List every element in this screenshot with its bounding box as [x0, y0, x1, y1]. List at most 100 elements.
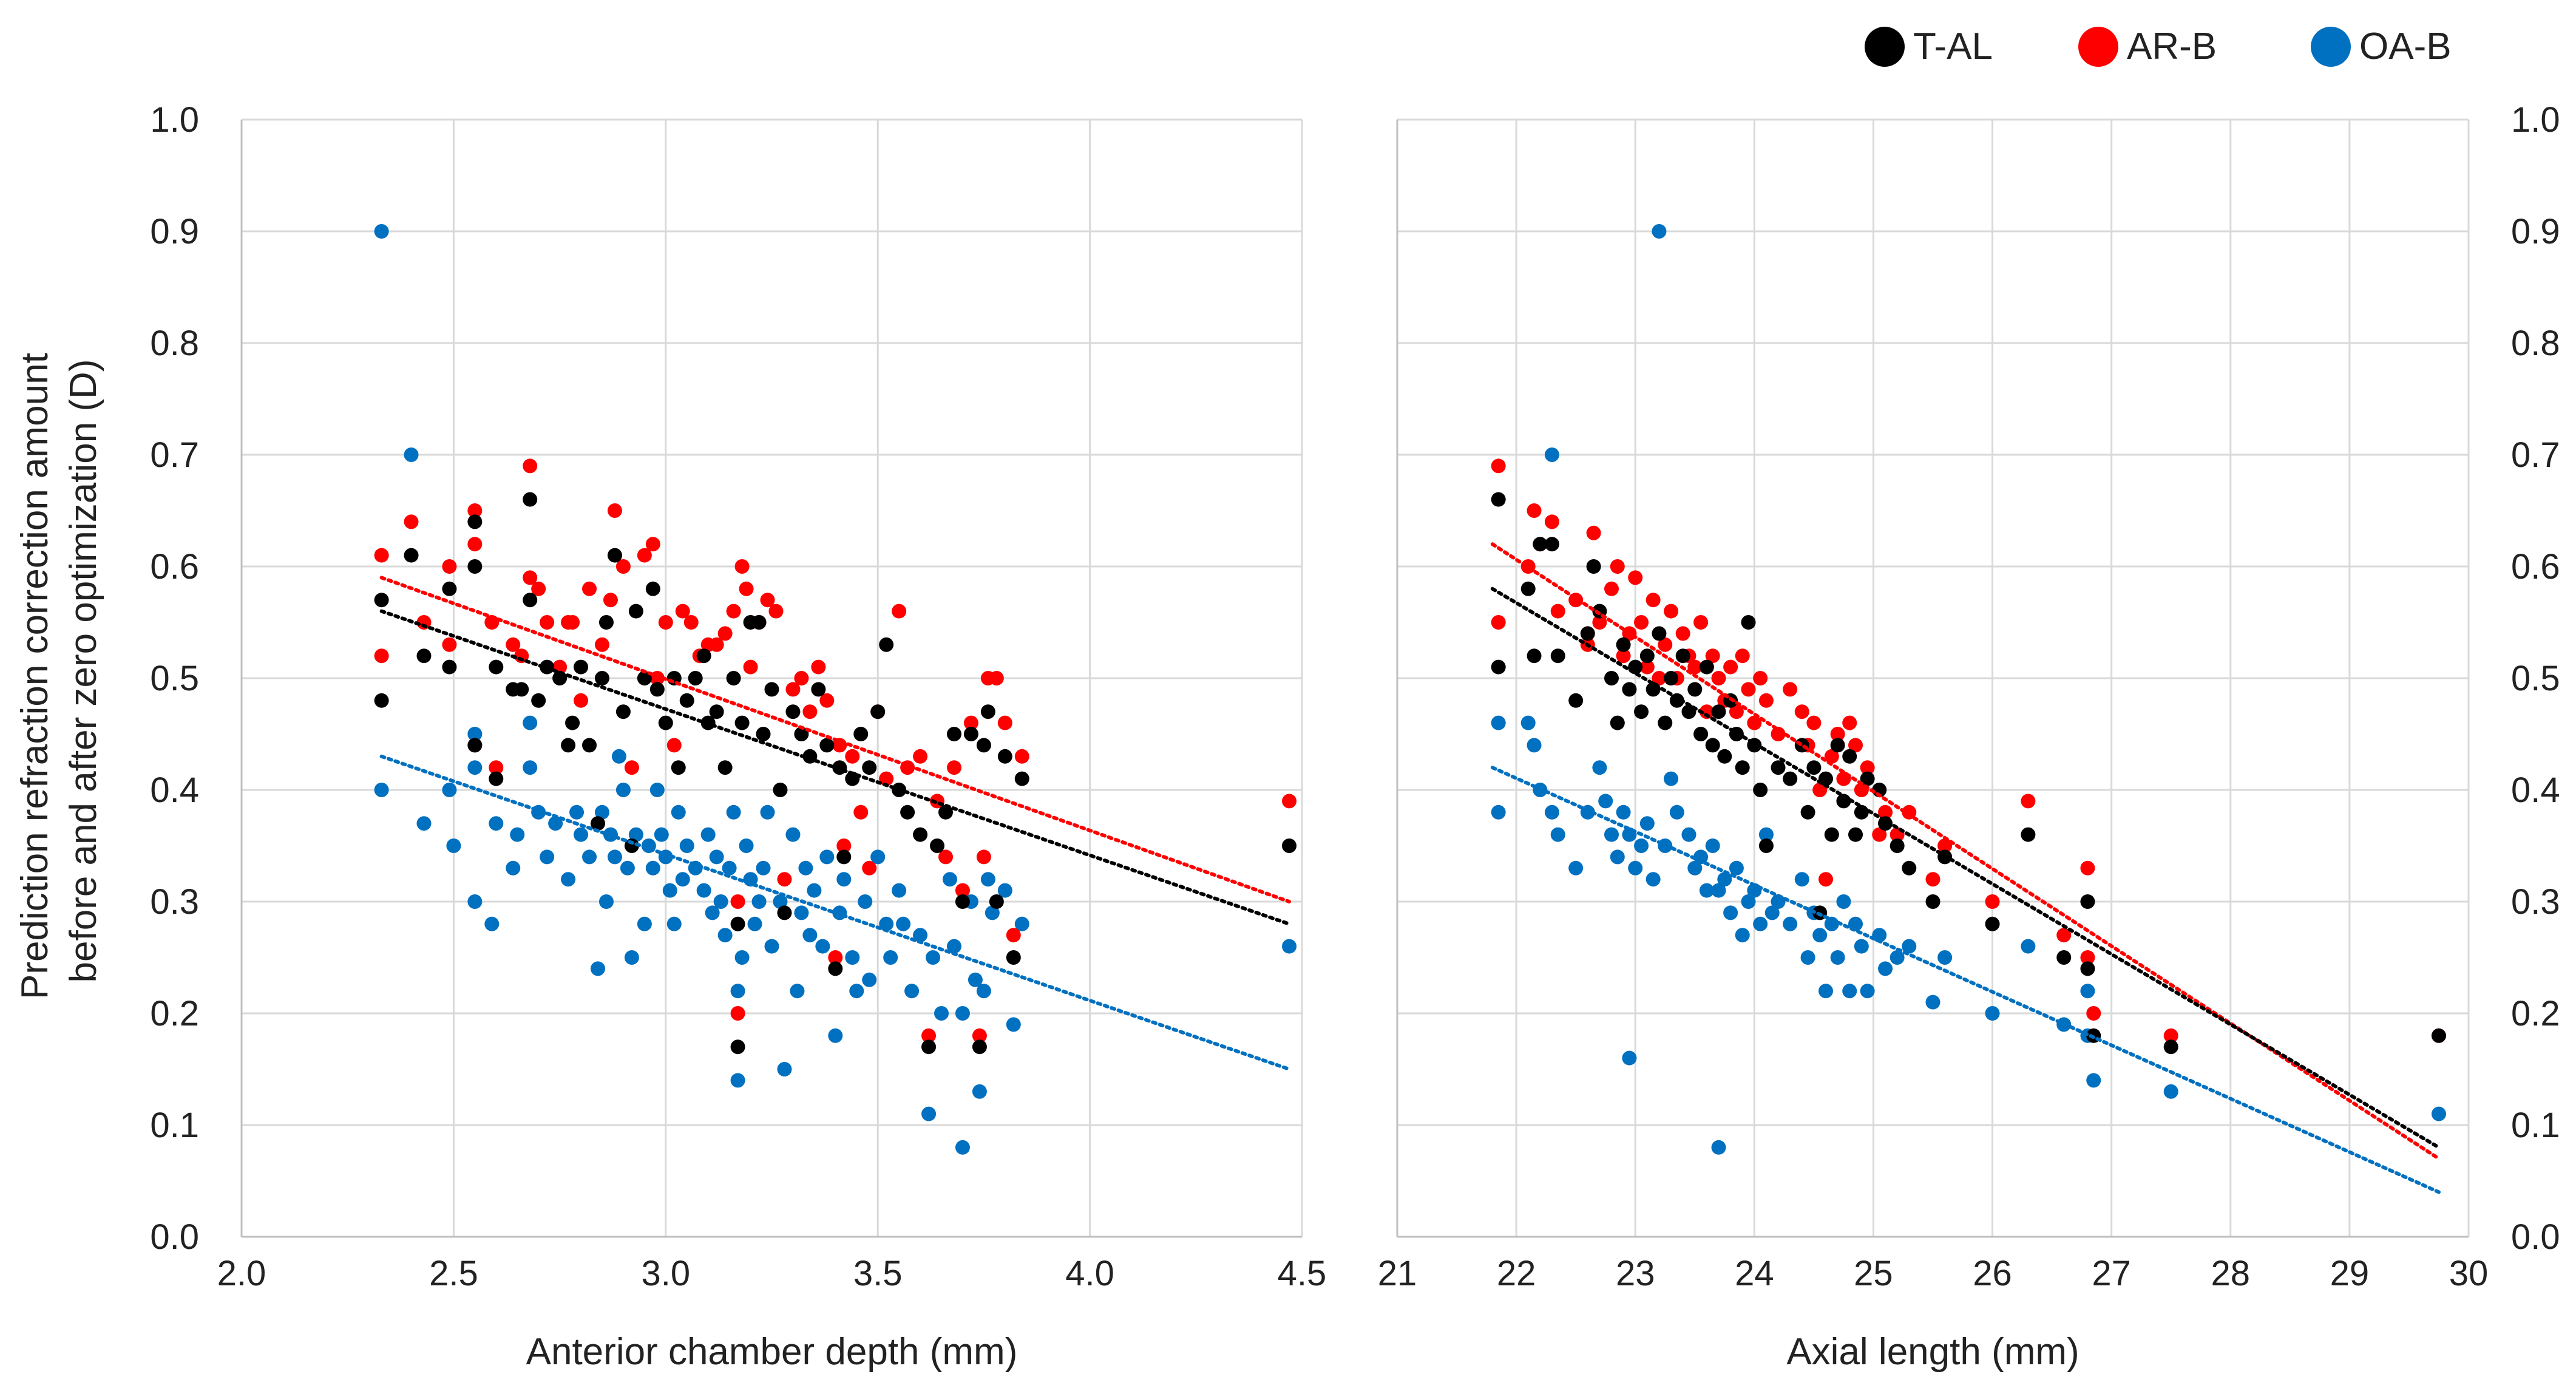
al-y-tick-label: 0.9 [2511, 212, 2560, 251]
al-point-ar-b [1758, 693, 1774, 708]
al-point-ar-b [1652, 671, 1667, 685]
acd-point-oa-b [523, 715, 538, 730]
acd-point-oa-b [628, 827, 643, 842]
acd-point-ar-b [946, 760, 961, 775]
acd-point-ar-b [811, 659, 826, 675]
acd-point-t-al [594, 671, 609, 685]
al-point-oa-b [1800, 950, 1815, 965]
acd-point-oa-b [913, 928, 928, 943]
acd-point-t-al [862, 760, 877, 775]
acd-point-oa-b [739, 838, 754, 853]
al-point-oa-b [1836, 894, 1851, 909]
al-point-t-al [1610, 715, 1625, 730]
al-point-oa-b [1717, 872, 1732, 887]
al-point-oa-b [2086, 1073, 2101, 1088]
al-point-t-al [1771, 760, 1786, 775]
acd-x-axis-title: Anterior chamber depth (mm) [526, 1331, 1018, 1373]
acd-point-oa-b [374, 783, 389, 797]
acd-y-tick-label: 1.0 [150, 100, 199, 140]
acd-point-oa-b [404, 447, 419, 462]
al-point-ar-b [1693, 615, 1709, 630]
al-point-oa-b [1610, 849, 1625, 865]
al-y-tick-labels: 0.0 0.1 0.2 0.3 0.4 0.5 0.6 0.7 0.8 0.9 1.0 [2511, 100, 2560, 1257]
al-point-t-al [1848, 827, 1863, 842]
acd-point-oa-b [1282, 939, 1297, 954]
al-point-t-al [1527, 648, 1542, 664]
acd-point-ar-b [785, 682, 801, 697]
acd-point-oa-b [756, 860, 771, 876]
acd-point-oa-b [726, 804, 741, 820]
al-point-ar-b [2021, 794, 2036, 809]
acd-point-t-al [523, 593, 538, 608]
acd-series-oa-b [374, 224, 1297, 1155]
al-point-ar-b [1753, 671, 1768, 685]
al-point-ar-b [1604, 581, 1619, 596]
acd-point-oa-b [722, 860, 737, 876]
al-point-oa-b [1794, 872, 1809, 887]
acd-point-oa-b [645, 860, 660, 876]
acd-point-ar-b [879, 771, 894, 786]
al-point-t-al [1693, 727, 1709, 741]
acd-point-oa-b [561, 872, 576, 887]
acd-point-ar-b [607, 503, 622, 518]
acd-point-ar-b [594, 637, 609, 652]
acd-point-ar-b [726, 604, 741, 619]
acd-point-ar-b [892, 604, 907, 619]
al-y-tick-label: 0.8 [2511, 324, 2560, 363]
acd-point-t-al [658, 715, 673, 730]
acd-point-t-al [489, 659, 504, 675]
acd-point-oa-b [807, 883, 822, 898]
al-point-ar-b [1699, 704, 1714, 719]
acd-point-oa-b [467, 894, 483, 909]
acd-point-t-al [726, 671, 741, 685]
acd-point-t-al [590, 816, 605, 831]
al-point-oa-b [1830, 950, 1845, 965]
al-point-ar-b [1723, 659, 1738, 675]
acd-point-oa-b [985, 905, 1000, 920]
al-point-oa-b [1723, 905, 1738, 920]
acd-point-oa-b [675, 872, 690, 887]
acd-point-t-al [764, 682, 779, 697]
al-point-ar-b [1925, 872, 1940, 887]
acd-series-ar-b [374, 458, 1297, 1043]
acd-point-t-al [972, 1039, 987, 1055]
al-point-t-al [1604, 671, 1619, 685]
acd-point-t-al [946, 727, 961, 741]
acd-point-oa-b [662, 883, 677, 898]
acd-point-oa-b [896, 916, 911, 931]
acd-x-tick-label: 2.5 [429, 1254, 478, 1293]
al-point-oa-b [1604, 827, 1619, 842]
al-point-t-al [1783, 771, 1798, 786]
acd-point-oa-b [620, 860, 635, 876]
acd-point-oa-b [802, 928, 818, 943]
acd-point-oa-b [730, 1073, 745, 1088]
al-point-t-al [1675, 648, 1690, 664]
acd-point-t-al [649, 682, 665, 697]
al-point-ar-b [1675, 626, 1690, 641]
acd-point-oa-b [926, 950, 941, 965]
al-point-oa-b [1664, 771, 1679, 786]
acd-point-ar-b [675, 604, 690, 619]
al-point-t-al [1800, 804, 1815, 820]
acd-point-ar-b [467, 537, 483, 552]
acd-point-oa-b [883, 950, 898, 965]
acd-point-t-al [811, 682, 826, 697]
al-trendline-t-al [1490, 587, 2441, 1149]
al-point-oa-b [1639, 816, 1655, 831]
al-point-t-al [2431, 1028, 2446, 1043]
al-point-oa-b [1550, 827, 1565, 842]
al-point-ar-b [1664, 604, 1679, 619]
al-point-oa-b [2431, 1106, 2446, 1121]
acd-point-oa-b [879, 916, 894, 931]
al-point-t-al [1711, 704, 1726, 719]
al-point-oa-b [1622, 1050, 1637, 1066]
acd-point-oa-b [590, 961, 605, 976]
al-point-oa-b [1616, 804, 1631, 820]
acd-point-t-al [1006, 950, 1021, 965]
al-point-oa-b [1491, 715, 1506, 730]
al-point-oa-b [1628, 860, 1643, 876]
acd-point-t-al [1282, 838, 1297, 853]
acd-point-oa-b [679, 838, 694, 853]
al-point-t-al [1491, 492, 1506, 507]
acd-point-ar-b [777, 872, 792, 887]
